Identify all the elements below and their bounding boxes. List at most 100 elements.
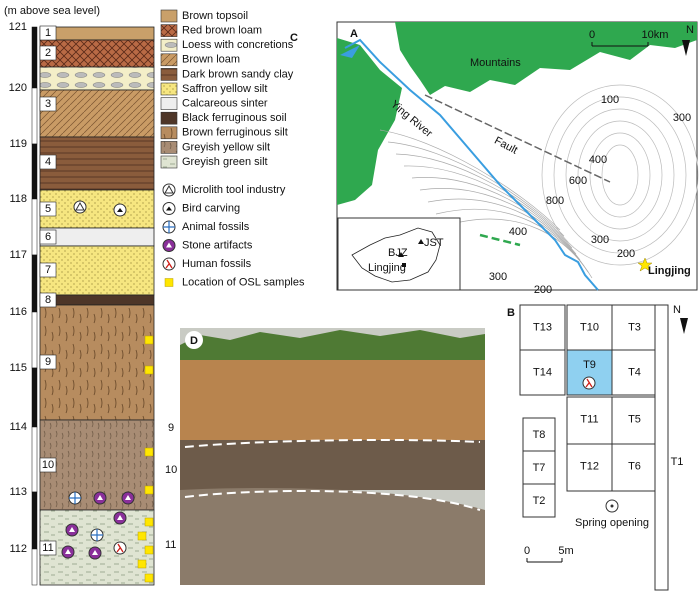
symbol-detail [166, 242, 172, 248]
mountains [337, 38, 402, 205]
legend-label: Loess with concretions [182, 39, 294, 51]
legend-swatch [160, 82, 178, 96]
scale-bar [526, 558, 563, 563]
scale-bar [591, 42, 649, 47]
contour [395, 153, 569, 243]
elevation-label: 119 [9, 138, 27, 150]
legend-label: Greyish yellow silt [182, 141, 270, 153]
elevation-label: 118 [9, 193, 27, 205]
legend-label: Animal fossils [182, 221, 250, 233]
photo-middle-section [180, 440, 485, 490]
photo-floor [180, 488, 485, 585]
legend-label: Brown loam [182, 54, 240, 66]
scale-label: 0 [589, 29, 595, 41]
legend-swatch [160, 155, 178, 169]
contour-label: 300 [489, 271, 507, 283]
layer [39, 294, 155, 306]
scale-bar [31, 143, 38, 200]
layer [39, 89, 155, 138]
site-star [637, 257, 653, 272]
layer-label: 11 [165, 539, 176, 551]
symbol-detail [117, 515, 123, 520]
legend-label: Location of OSL samples [182, 276, 305, 288]
scale-bar [31, 548, 38, 586]
layer-number: 6 [45, 231, 51, 243]
osl-sample [137, 559, 147, 569]
trench-label: T12 [580, 460, 599, 472]
symbol-detail [117, 208, 123, 212]
panel-label: B [507, 307, 515, 319]
symbol-detail [166, 206, 172, 211]
symbol-detail [75, 201, 85, 211]
scale-bar [31, 87, 38, 145]
symbol-detail [125, 495, 131, 500]
scale-bar [31, 311, 38, 369]
inset-mark [418, 239, 424, 244]
symbol-detail [163, 221, 175, 233]
symbol-detail [164, 184, 174, 194]
panel-label: A [350, 28, 358, 40]
elevation-label: 115 [9, 362, 27, 374]
contour [565, 108, 675, 242]
contour [379, 129, 561, 231]
mountains [395, 22, 697, 95]
elevation-label: 116 [9, 306, 27, 318]
stratigraphic-column: (m above sea level)121120119118117116115… [4, 5, 155, 586]
layer-number-box [39, 229, 57, 245]
trench-label: T1 [671, 456, 684, 468]
trench [611, 443, 658, 492]
scale-bar [31, 491, 38, 550]
elevation-label: 113 [9, 486, 27, 498]
trench-label: T14 [533, 366, 552, 378]
contour [541, 84, 699, 266]
inset-label: JST [424, 237, 444, 249]
trench [566, 304, 613, 351]
legend-label: Black ferruginous soil [182, 112, 287, 124]
trench-label: T10 [580, 321, 599, 333]
contour [589, 132, 651, 218]
scale-label: 5m [558, 545, 573, 557]
inset-china [351, 227, 441, 283]
contour [601, 144, 639, 206]
contour-label: 400 [589, 154, 607, 166]
scale-bar [31, 367, 38, 428]
photo-upper-section [180, 360, 485, 445]
symbol-detail [92, 550, 98, 555]
legend-label: Greyish green silt [182, 156, 268, 168]
symbol-detail [165, 259, 173, 269]
layer [39, 39, 155, 68]
osl-sample [144, 573, 154, 583]
fault-dash [479, 233, 521, 247]
trench [522, 450, 556, 485]
contour-label: 400 [509, 226, 527, 238]
spring [610, 504, 614, 508]
trench-label: T2 [533, 495, 546, 507]
legend-swatch [160, 68, 178, 81]
trench-label: T5 [628, 413, 641, 425]
trench-label: T8 [533, 429, 546, 441]
layer-number: 3 [45, 98, 51, 110]
osl-sample [144, 335, 154, 345]
elevation-label: 114 [9, 421, 27, 433]
osl-sample [144, 517, 154, 527]
scale-label: 10km [642, 29, 669, 41]
river [344, 38, 599, 291]
osl-sample [164, 278, 174, 287]
legend-swatch [160, 9, 178, 23]
legend-swatch [160, 53, 178, 67]
layer-label: 9 [168, 422, 174, 434]
trench-label: T3 [628, 321, 641, 333]
legend-swatch [160, 38, 178, 52]
contour-label: 300 [673, 112, 691, 124]
elevation-label: 120 [9, 82, 27, 94]
legend-swatch [160, 111, 178, 125]
layer-number-box [39, 201, 57, 217]
layer-number: 5 [45, 203, 51, 215]
layer-number-box [39, 154, 57, 170]
trench [519, 349, 566, 396]
site-label: Lingjing [648, 265, 691, 277]
scale-label: 0 [524, 545, 530, 557]
symbol-detail [116, 543, 124, 553]
legend-swatch [160, 141, 178, 154]
boundary-line [184, 438, 481, 448]
